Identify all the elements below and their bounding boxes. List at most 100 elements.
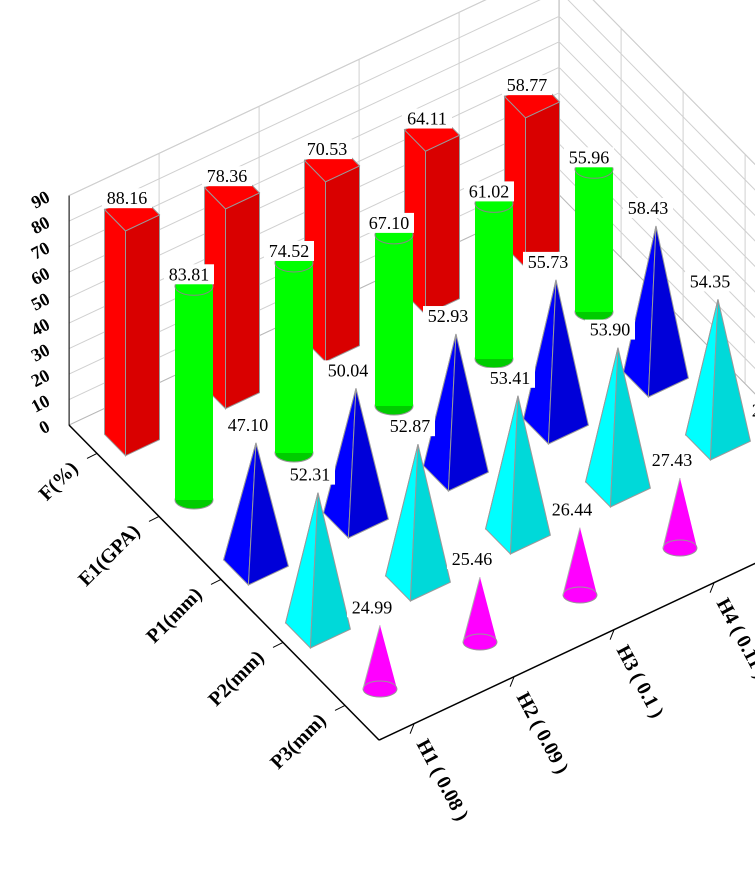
bar-cone-4-3 xyxy=(662,477,698,557)
z-tick-label: 50 xyxy=(28,288,53,314)
series-axis-tick xyxy=(210,579,222,585)
value-label: 78.36 xyxy=(207,166,248,186)
value-label: 88.16 xyxy=(107,188,148,208)
gridline-z xyxy=(68,0,755,222)
bar-pyramid-3-3 xyxy=(584,347,651,509)
column-side xyxy=(325,165,360,363)
value-label: 24.99 xyxy=(352,597,393,617)
series-axis-tick xyxy=(334,705,346,711)
column-face xyxy=(104,208,126,457)
pyramid-side xyxy=(547,279,589,445)
series-axis-tick xyxy=(86,453,98,459)
bar-pyramid-3-2 xyxy=(484,395,551,556)
value-label: 54.35 xyxy=(690,271,731,291)
value-label: 47.10 xyxy=(228,415,269,435)
value-label: 52.31 xyxy=(290,465,331,485)
pyramid-side xyxy=(447,333,489,492)
cone-body xyxy=(463,577,497,642)
value-label: 67.10 xyxy=(369,213,410,233)
value-label-bg xyxy=(302,139,352,160)
cylinder-body-cover xyxy=(275,262,313,453)
value-label: 27.43 xyxy=(652,450,693,470)
cone-body xyxy=(563,527,597,595)
value-label: 61.02 xyxy=(469,181,510,201)
z-tick-label: 20 xyxy=(28,365,53,391)
value-label-bg xyxy=(585,319,635,340)
value-label: 55.73 xyxy=(528,252,569,272)
value-label: 50.04 xyxy=(328,360,369,380)
z-tick-label: 30 xyxy=(28,339,53,365)
cone-edge xyxy=(562,527,581,596)
value-label-bg xyxy=(647,450,697,471)
category-axis-tick xyxy=(609,629,615,640)
z-tick-label: 90 xyxy=(28,186,53,212)
value-label-bg xyxy=(502,75,552,96)
value-label-bg xyxy=(223,414,273,435)
value-label-bg xyxy=(464,181,514,202)
pyramid-side xyxy=(409,444,451,602)
cone-base xyxy=(462,633,498,651)
pyramid-side xyxy=(309,492,351,649)
bar-cylinder-1-3 xyxy=(474,193,514,369)
series-label: P3(mm) xyxy=(266,709,330,773)
value-label-bg xyxy=(202,166,252,187)
cone-base xyxy=(562,586,598,604)
value-label-bg xyxy=(364,212,414,233)
cylinder-body-cover xyxy=(375,234,413,406)
value-label: 26.44 xyxy=(552,500,593,520)
value-label-bg xyxy=(485,367,535,388)
z-tick-label: 60 xyxy=(28,263,53,289)
value-label: 28.40 xyxy=(752,401,755,421)
pyramid-side xyxy=(609,347,651,508)
series-label: P1(mm) xyxy=(142,583,206,647)
category-label: H3 ( 0.1 ) xyxy=(612,642,668,722)
cone-edge xyxy=(362,625,381,690)
z-tick-label: 80 xyxy=(28,212,53,238)
value-label-bg xyxy=(164,264,214,285)
value-label: 70.53 xyxy=(307,139,348,159)
value-label-bg xyxy=(623,198,673,219)
value-label: 74.52 xyxy=(269,241,310,261)
pyramid-side xyxy=(647,225,689,398)
bar-cone-4-1 xyxy=(462,576,498,651)
bar-cone-4-0 xyxy=(362,625,398,698)
value-label-bg xyxy=(102,188,152,209)
value-label: 52.93 xyxy=(428,306,469,326)
value-label-bg xyxy=(547,499,597,520)
value-label-bg xyxy=(423,306,473,327)
value-label-bg xyxy=(385,416,435,437)
bar-cone-4-2 xyxy=(562,527,598,604)
series-label: E1(GPA) xyxy=(74,520,144,590)
value-label: 83.81 xyxy=(169,264,210,284)
value-label: 25.46 xyxy=(452,549,493,569)
category-label: H1 ( 0.08 ) xyxy=(412,736,473,825)
value-label: 52.87 xyxy=(390,416,431,436)
value-label-bg xyxy=(523,251,573,272)
category-axis-tick xyxy=(709,582,715,593)
column-side xyxy=(125,214,160,457)
cone-body xyxy=(663,478,697,548)
bar-cylinder-1-2 xyxy=(374,225,414,416)
value-label: 58.43 xyxy=(628,198,669,218)
column-side xyxy=(525,101,560,269)
bar-pyramid-3-0 xyxy=(284,492,351,650)
gridline-z xyxy=(68,0,755,197)
z-tick-label: 0 xyxy=(36,416,53,438)
series-axis-tick xyxy=(272,642,284,648)
bar-cylinder-1-1 xyxy=(274,253,314,463)
bar-pyramid-2-0 xyxy=(222,442,289,587)
value-label-bg xyxy=(347,597,397,618)
series-label: P2(mm) xyxy=(204,646,268,710)
cone-body xyxy=(363,625,397,689)
bar-pyramid-3-1 xyxy=(384,444,451,603)
cylinder-body-cover xyxy=(475,203,513,359)
cone-base xyxy=(662,539,698,557)
value-label-bg xyxy=(323,360,373,381)
pyramid-side xyxy=(509,395,551,555)
value-label: 53.41 xyxy=(490,368,531,388)
value-label-bg xyxy=(264,240,314,261)
value-label: 53.90 xyxy=(590,320,631,340)
category-axis-tick xyxy=(509,676,515,687)
